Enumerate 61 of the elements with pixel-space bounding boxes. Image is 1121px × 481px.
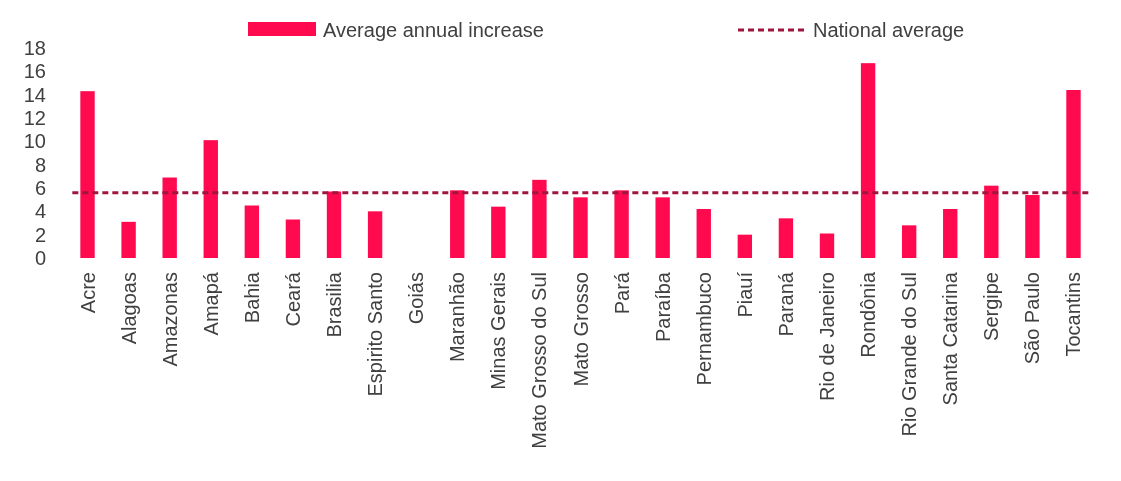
x-tick-label: Amazonas	[158, 272, 181, 367]
bar	[285, 219, 301, 258]
x-tick-label: Mato Grosso do Sul	[528, 272, 551, 449]
bar	[1025, 195, 1040, 258]
y-tick-label: 8	[34, 153, 46, 176]
x-tick-label: Paraíba	[651, 271, 674, 343]
bar	[244, 205, 260, 258]
y-tick-label: 18	[23, 37, 46, 59]
bar	[984, 185, 999, 258]
x-tick-label: Paraná	[774, 271, 797, 337]
y-tick-label: 10	[23, 130, 46, 153]
bar	[326, 191, 342, 258]
x-tick-label: Santa Catarina	[939, 271, 962, 406]
bar	[80, 91, 95, 258]
x-tick-label: Rio Grande do Sul	[898, 272, 921, 437]
bar	[121, 221, 136, 258]
bar	[737, 234, 753, 258]
bar	[778, 218, 794, 258]
x-tick-label: Maranhão	[446, 272, 469, 363]
y-tick-label: 12	[23, 107, 46, 129]
y-tick-label: 2	[34, 223, 46, 246]
x-tick-label: Brasilia	[323, 271, 346, 338]
bar	[162, 177, 177, 258]
bar	[614, 190, 629, 258]
bar	[943, 209, 958, 258]
x-tick-label: Tocantins	[1062, 272, 1085, 357]
x-tick-label: Piauí	[733, 271, 756, 318]
legend-label: Average annual increase	[323, 19, 544, 41]
x-tick-label: Acre	[76, 272, 99, 314]
x-tick-label: Goiás	[405, 272, 428, 325]
x-tick-label: Espirito Santo	[364, 272, 387, 397]
x-tick-label: São Paulo	[1021, 272, 1044, 365]
y-tick-label: 0	[34, 247, 46, 269]
bar	[901, 225, 917, 258]
x-tick-label: Pará	[610, 271, 633, 315]
bar	[573, 197, 588, 258]
bar	[450, 190, 465, 258]
bar	[860, 63, 876, 258]
y-tick-label: 16	[23, 60, 46, 83]
bar	[1066, 90, 1081, 258]
y-tick-label: 6	[34, 177, 46, 199]
bar	[203, 140, 218, 258]
bar	[655, 197, 670, 258]
bar	[491, 206, 506, 258]
bar	[367, 211, 383, 258]
x-tick-label: Pernambuco	[692, 272, 715, 386]
bar	[696, 209, 711, 258]
x-tick-label: Mato Grosso	[569, 272, 592, 387]
x-tick-label: Sergipe	[980, 272, 1003, 341]
x-tick-label: Ceará	[281, 271, 304, 327]
y-tick-label: 4	[34, 200, 46, 223]
bar	[532, 179, 547, 258]
x-tick-label: Alagoas	[117, 272, 140, 345]
x-tick-label: Rio de Janeiro	[815, 272, 838, 401]
y-tick-label: 14	[23, 83, 46, 106]
legend-label: National average	[813, 19, 965, 41]
x-tick-label: Minas Gerais	[487, 272, 510, 390]
x-tick-label: Amapá	[199, 271, 222, 336]
x-tick-label: Rondônia	[857, 271, 880, 358]
bar	[819, 233, 835, 258]
x-tick-label: Bahia	[240, 271, 263, 324]
